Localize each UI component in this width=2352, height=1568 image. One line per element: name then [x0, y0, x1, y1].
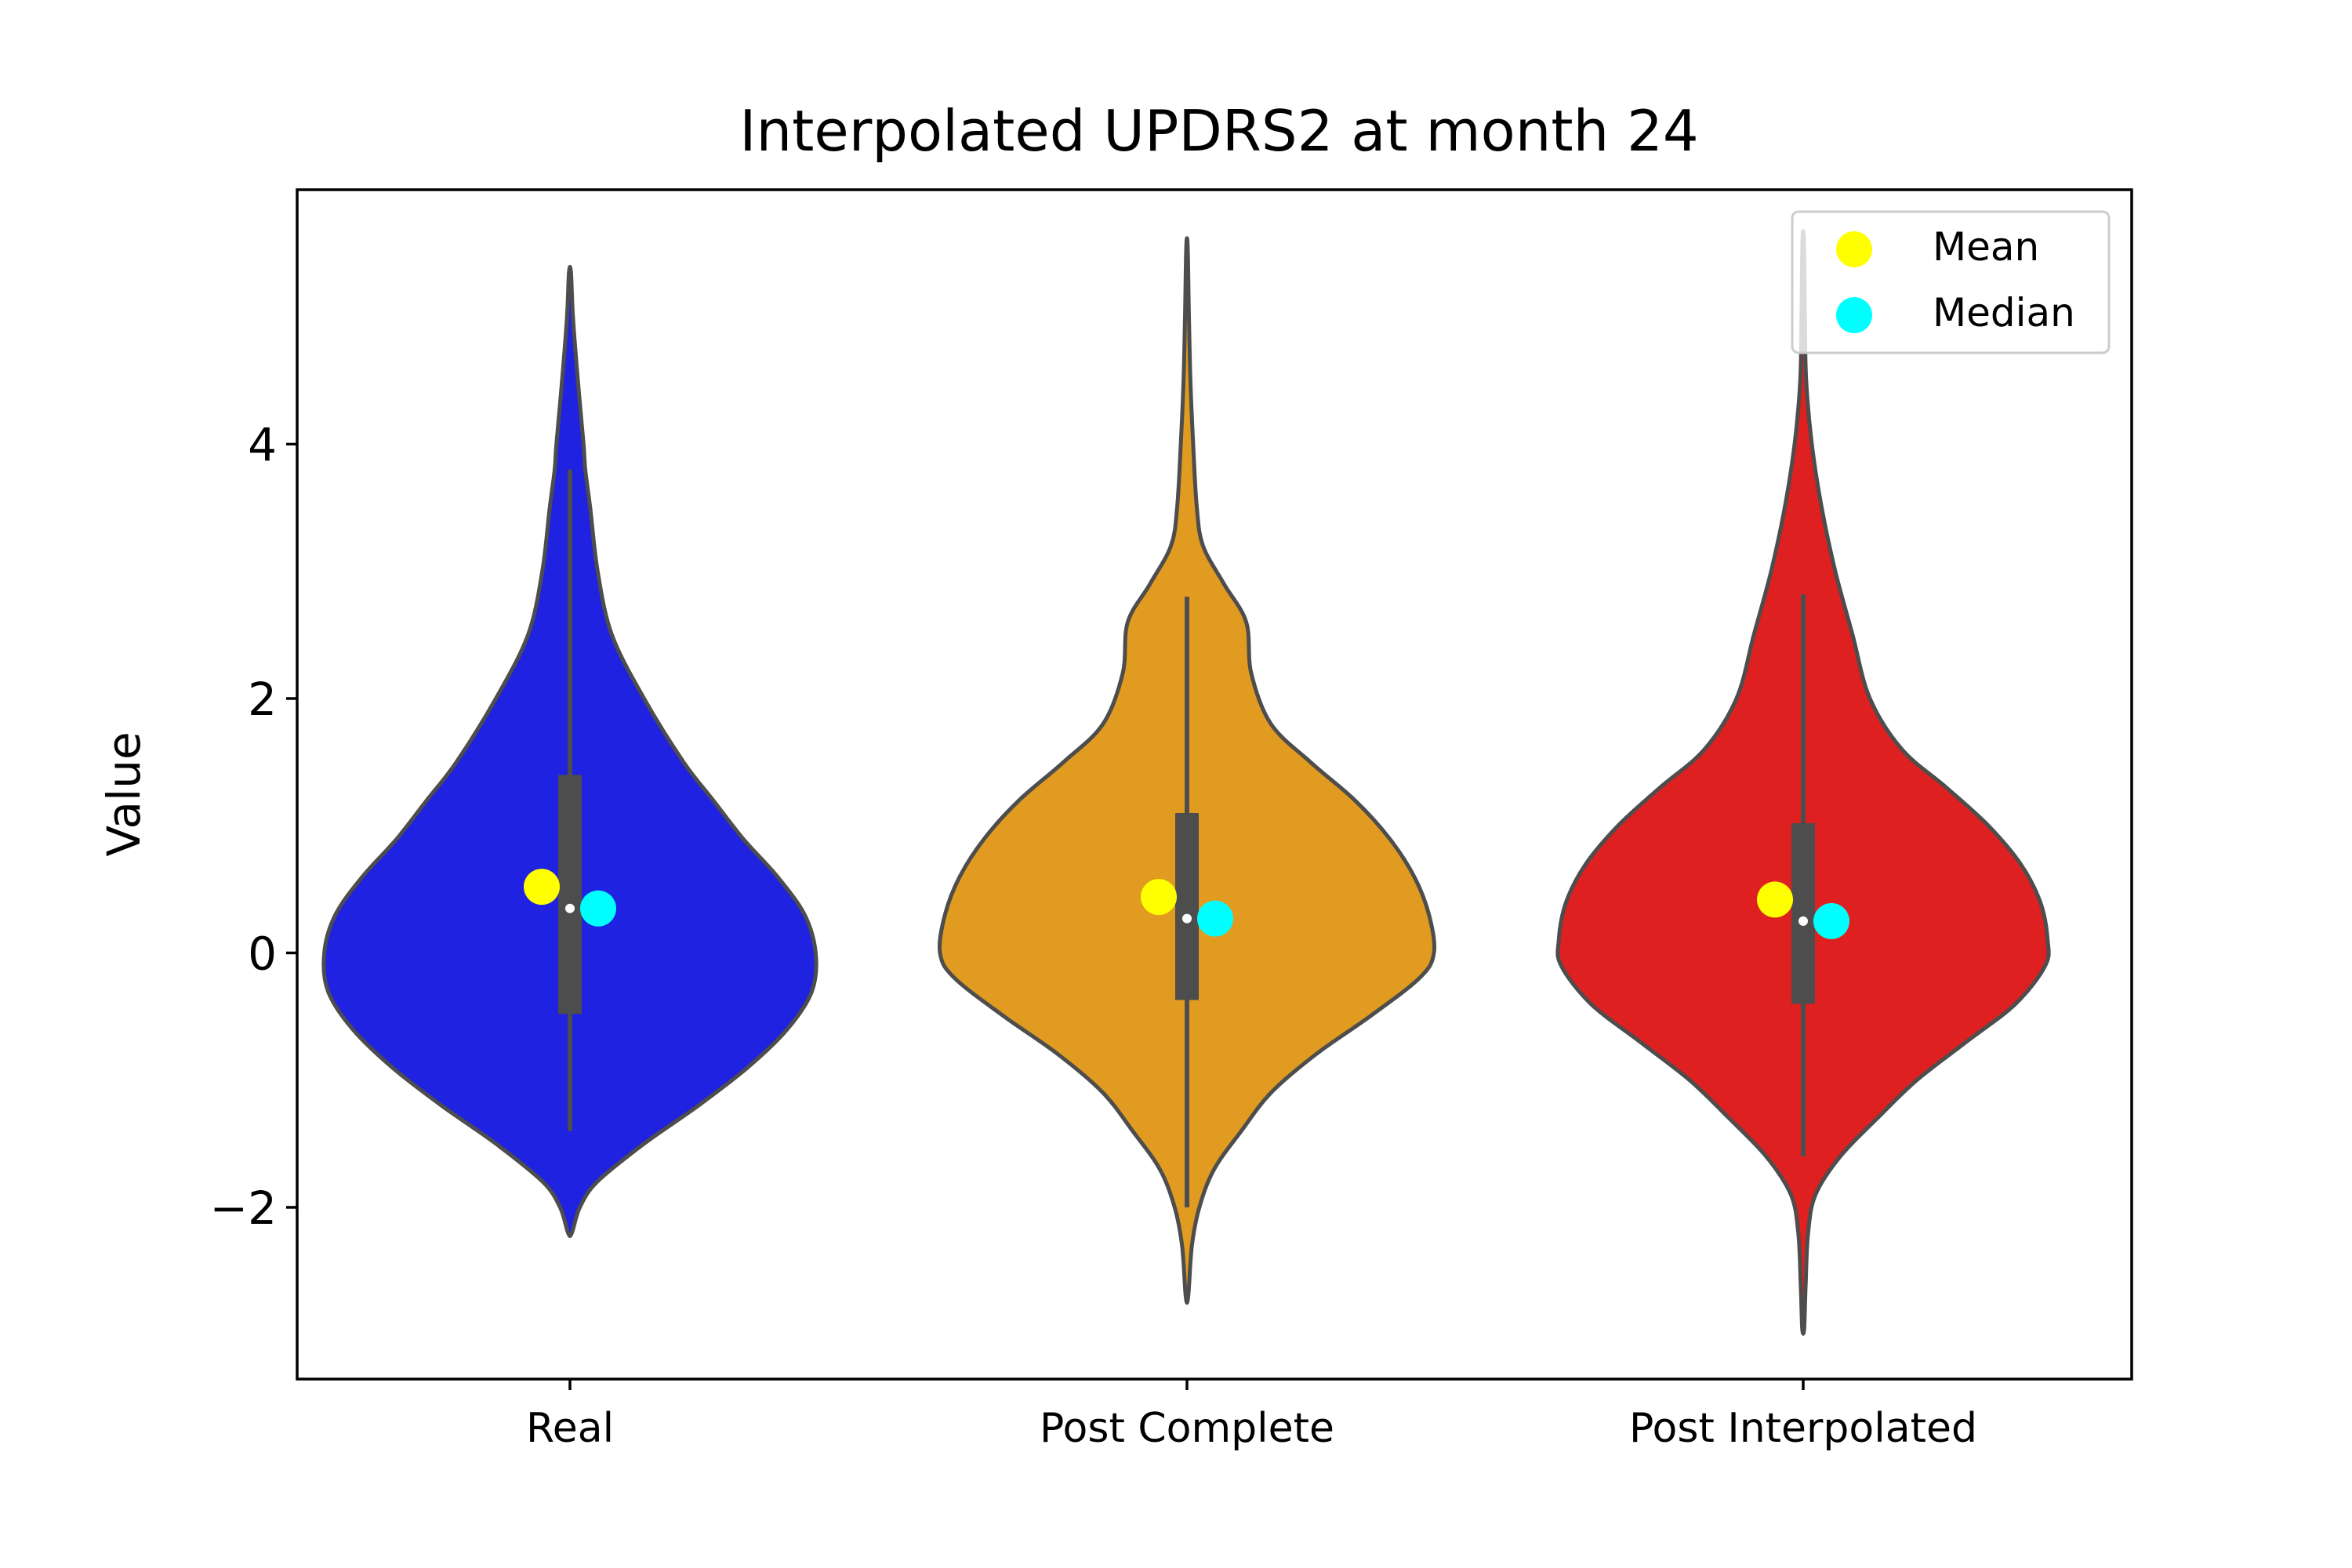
- y-axis-label: Value: [97, 731, 151, 856]
- x-tick-label: Post Complete: [1040, 1405, 1334, 1452]
- legend-mean-marker: [1836, 231, 1872, 267]
- violin-real: [321, 264, 818, 1238]
- chart-title: Interpolated UPDRS2 at month 24: [739, 98, 1698, 164]
- y-tick-label: −2: [210, 1181, 278, 1235]
- y-tick-label: 4: [248, 418, 277, 471]
- median-marker: [580, 890, 616, 927]
- legend-median-marker: [1836, 297, 1872, 333]
- violin-post-complete: [937, 236, 1437, 1305]
- mean-marker: [524, 869, 560, 906]
- x-tick-label: Post Interpolated: [1629, 1405, 1977, 1452]
- iqr-box: [1175, 813, 1199, 1000]
- median-dot: [1798, 916, 1808, 926]
- iqr-box: [1791, 822, 1815, 1004]
- median-dot: [1182, 913, 1192, 924]
- axes-frame: [296, 188, 2133, 1381]
- legend: Mean Median: [1791, 210, 2111, 354]
- plot-area: [321, 229, 2051, 1336]
- legend-median-label: Median: [1933, 290, 2075, 336]
- median-dot: [565, 903, 575, 913]
- median-marker: [1197, 900, 1233, 937]
- legend-mean-label: Mean: [1933, 224, 2039, 270]
- mean-marker: [1141, 879, 1177, 916]
- mean-marker: [1757, 881, 1793, 918]
- x-tick-label: Real: [526, 1405, 614, 1452]
- y-tick-label: 0: [248, 927, 277, 980]
- violin-post-interpolated: [1555, 229, 2051, 1336]
- median-marker: [1813, 902, 1849, 939]
- iqr-box: [558, 775, 582, 1014]
- y-tick-label: 2: [248, 673, 277, 726]
